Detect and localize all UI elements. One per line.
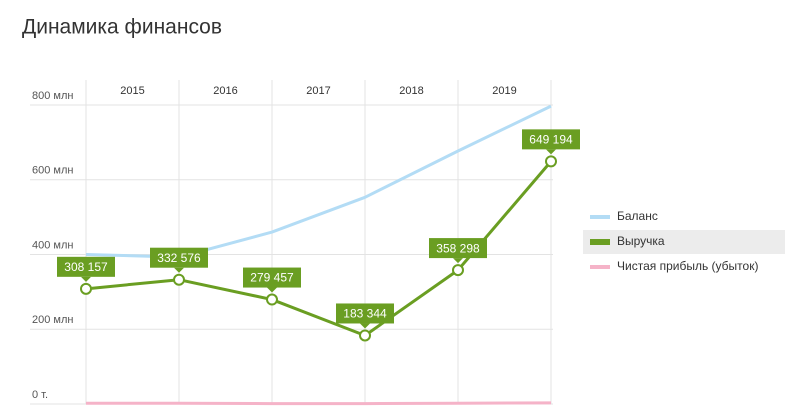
- label-box: [243, 267, 301, 288]
- legend-label: Выручка: [617, 234, 665, 248]
- label-pointer: [267, 287, 277, 293]
- label-box: [336, 303, 394, 324]
- series-line: [86, 401, 552, 406]
- data-label: 358 298: [436, 241, 480, 255]
- label-box: [150, 247, 208, 268]
- data-label: 332 576: [157, 251, 201, 265]
- data-label: 279 457: [250, 271, 294, 285]
- point: [545, 155, 557, 168]
- period-label: 2019: [492, 85, 516, 97]
- period-label: 2018: [399, 85, 423, 97]
- chart-title: Динамика финансов: [22, 16, 222, 39]
- y-tick-label: 200 млн: [32, 314, 73, 326]
- label-pointer: [453, 258, 463, 264]
- legend-item[interactable]: Выручка: [583, 230, 785, 254]
- point: [359, 329, 371, 342]
- point: [266, 293, 278, 306]
- label-box: [429, 238, 487, 259]
- y-tick-label: 400 млн: [32, 239, 73, 251]
- legend-item[interactable]: Баланс: [590, 209, 658, 223]
- data-label: 183 344: [343, 307, 387, 321]
- period-label: 2017: [306, 85, 330, 97]
- point: [80, 282, 92, 295]
- point: [452, 264, 464, 277]
- legend-label: Чистая прибыль (убыток): [617, 259, 758, 273]
- legend-label: Баланс: [617, 209, 658, 223]
- y-tick-label: 800 млн: [32, 90, 73, 102]
- point: [173, 273, 185, 286]
- legend-highlight: [583, 230, 785, 254]
- data-label: 649 194: [529, 133, 573, 147]
- legend-item[interactable]: Чистая прибыль (убыток): [590, 259, 758, 273]
- y-tick-label: 0 т.: [32, 389, 48, 401]
- label-box: [57, 256, 115, 277]
- label-box: [522, 129, 580, 150]
- period-label: 2016: [213, 85, 237, 97]
- label-pointer: [81, 276, 91, 282]
- period-label: 2015: [120, 85, 144, 97]
- data-label: 308 157: [64, 260, 108, 274]
- series-line: [85, 104, 552, 259]
- label-pointer: [174, 267, 184, 273]
- label-pointer: [546, 149, 556, 155]
- label-pointer: [360, 323, 370, 329]
- y-tick-label: 600 млн: [32, 165, 73, 177]
